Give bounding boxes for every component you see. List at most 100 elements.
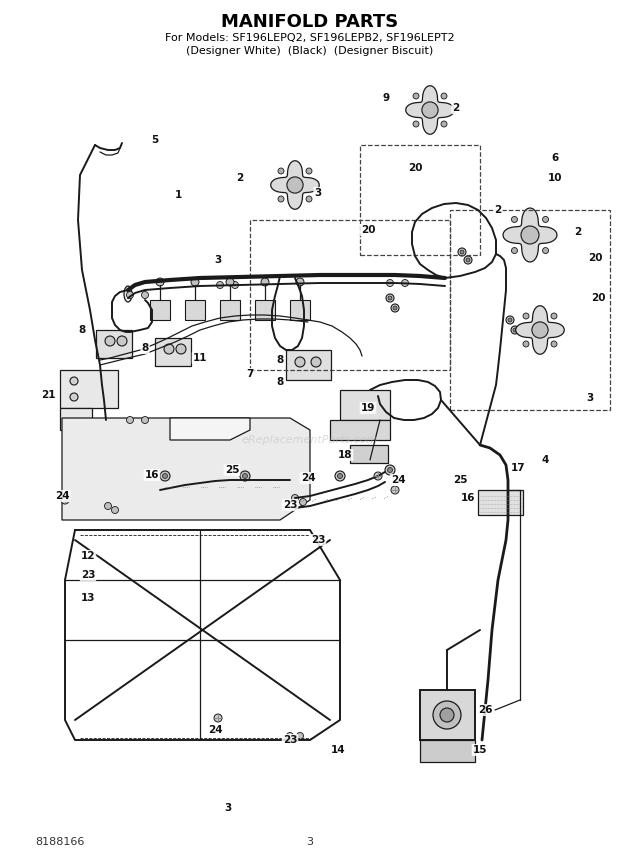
Polygon shape: [170, 418, 250, 440]
Text: 4: 4: [541, 455, 549, 465]
Bar: [286, 350, 331, 380]
Circle shape: [508, 318, 512, 322]
Circle shape: [311, 357, 321, 367]
Circle shape: [287, 177, 303, 193]
Text: 16: 16: [144, 470, 159, 480]
Polygon shape: [62, 418, 310, 520]
Circle shape: [337, 473, 342, 479]
Text: 20: 20: [588, 253, 602, 263]
Circle shape: [214, 714, 222, 722]
Bar: [290, 300, 310, 320]
Text: 21: 21: [41, 390, 55, 400]
Text: 23: 23: [81, 570, 95, 580]
Circle shape: [291, 495, 298, 502]
Circle shape: [512, 247, 518, 253]
Text: 10: 10: [547, 173, 562, 183]
Circle shape: [440, 708, 454, 722]
Text: 17: 17: [511, 463, 525, 473]
Circle shape: [216, 282, 223, 288]
Circle shape: [402, 280, 409, 287]
Circle shape: [542, 247, 549, 253]
Circle shape: [551, 313, 557, 319]
Text: 15: 15: [472, 745, 487, 755]
Text: 2: 2: [236, 173, 244, 183]
Circle shape: [388, 467, 392, 473]
Text: 23: 23: [283, 500, 297, 510]
Circle shape: [164, 344, 174, 354]
Circle shape: [156, 278, 164, 286]
Circle shape: [162, 473, 167, 479]
Bar: [150, 300, 170, 320]
Text: 8: 8: [141, 343, 149, 353]
Circle shape: [388, 296, 392, 300]
Circle shape: [391, 304, 399, 312]
Text: 5: 5: [151, 135, 159, 145]
Text: 20: 20: [591, 293, 605, 303]
Circle shape: [306, 168, 312, 174]
Bar: [60, 370, 118, 408]
Circle shape: [551, 341, 557, 347]
Bar: [420, 690, 475, 740]
Text: 8: 8: [277, 355, 283, 365]
Bar: [220, 300, 240, 320]
Text: eReplacementParts.com: eReplacementParts.com: [242, 435, 378, 445]
Text: 16: 16: [461, 493, 476, 503]
Bar: [185, 300, 205, 320]
Circle shape: [61, 496, 69, 504]
Circle shape: [141, 417, 149, 424]
Bar: [360, 145, 480, 255]
Circle shape: [542, 217, 549, 223]
Circle shape: [176, 344, 186, 354]
Circle shape: [413, 121, 419, 127]
Text: 3: 3: [306, 837, 314, 847]
Bar: [330, 420, 390, 440]
Text: 20: 20: [361, 225, 375, 235]
Text: 24: 24: [391, 475, 405, 485]
Text: 24: 24: [301, 473, 316, 483]
Text: 3: 3: [224, 803, 232, 813]
Circle shape: [441, 121, 447, 127]
Circle shape: [523, 313, 529, 319]
Text: 8: 8: [78, 325, 86, 335]
Text: 2: 2: [453, 103, 459, 113]
Circle shape: [374, 472, 382, 480]
Circle shape: [141, 292, 149, 299]
Text: 23: 23: [311, 535, 326, 545]
Circle shape: [231, 282, 239, 288]
Text: MANIFOLD PARTS: MANIFOLD PARTS: [221, 13, 399, 31]
Text: 24: 24: [55, 491, 69, 501]
Circle shape: [506, 316, 514, 324]
Text: 11: 11: [193, 353, 207, 363]
Text: 19: 19: [361, 403, 375, 413]
Circle shape: [278, 196, 284, 202]
Text: 8: 8: [277, 377, 283, 387]
Circle shape: [521, 226, 539, 244]
Text: 2: 2: [494, 205, 502, 215]
Circle shape: [306, 196, 312, 202]
Text: (Designer White)  (Black)  (Designer Biscuit): (Designer White) (Black) (Designer Biscu…: [187, 46, 433, 56]
Bar: [155, 338, 191, 366]
Circle shape: [70, 377, 78, 385]
Text: 13: 13: [81, 593, 95, 603]
Circle shape: [117, 336, 127, 346]
Circle shape: [105, 336, 115, 346]
Text: 12: 12: [81, 551, 95, 561]
Circle shape: [532, 322, 548, 338]
Text: 3: 3: [215, 255, 221, 265]
Text: For Models: SF196LEPQ2, SF196LEPB2, SF196LEPT2: For Models: SF196LEPQ2, SF196LEPB2, SF19…: [165, 33, 455, 43]
Polygon shape: [271, 161, 319, 209]
Circle shape: [126, 417, 133, 424]
Ellipse shape: [124, 286, 132, 302]
Text: 7: 7: [246, 369, 254, 379]
Circle shape: [296, 733, 304, 740]
Circle shape: [261, 278, 269, 286]
Circle shape: [458, 248, 466, 256]
Circle shape: [385, 465, 395, 475]
Circle shape: [393, 306, 397, 310]
Polygon shape: [503, 208, 557, 262]
Polygon shape: [405, 86, 454, 134]
Circle shape: [240, 471, 250, 481]
Bar: [450, 210, 610, 410]
Text: 6: 6: [551, 153, 559, 163]
Circle shape: [413, 93, 419, 99]
